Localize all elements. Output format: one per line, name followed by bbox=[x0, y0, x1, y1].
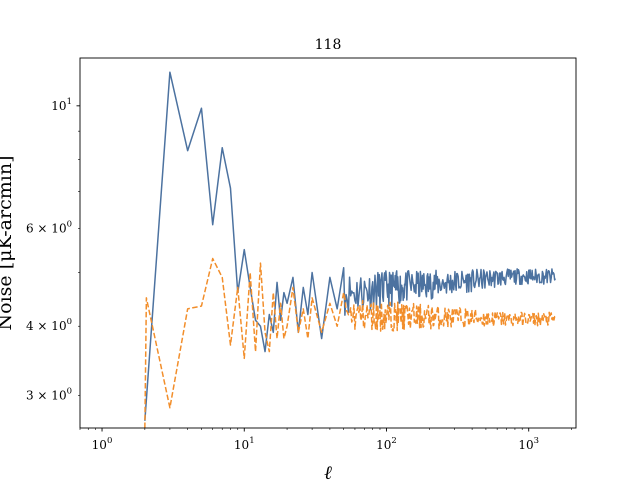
axes-frame bbox=[79, 57, 577, 429]
chart-title: 118 bbox=[315, 37, 342, 53]
y-axis: 101 6 × 100 4 × 100 3 × 100 bbox=[26, 97, 80, 402]
y-tick-label: 4 × 100 bbox=[26, 317, 72, 333]
x-tick-label: 100 bbox=[92, 436, 113, 452]
x-tick-label: 101 bbox=[234, 436, 255, 452]
x-axis: 100 101 102 103 bbox=[79, 428, 572, 452]
series-line-2 bbox=[144, 257, 556, 429]
plot-area bbox=[80, 58, 576, 428]
series-layer bbox=[144, 71, 557, 429]
x-tick-label: 102 bbox=[376, 436, 397, 452]
y-tick-label: 101 bbox=[51, 97, 72, 113]
y-tick-label: 3 × 100 bbox=[26, 386, 72, 402]
y-tick-label: 6 × 100 bbox=[26, 220, 72, 236]
x-tick-label: 103 bbox=[518, 436, 539, 452]
x-axis-label: ℓ bbox=[324, 462, 332, 480]
series-line-1 bbox=[144, 71, 557, 421]
y-axis-label: Noise [μK-arcmin] bbox=[0, 156, 16, 331]
